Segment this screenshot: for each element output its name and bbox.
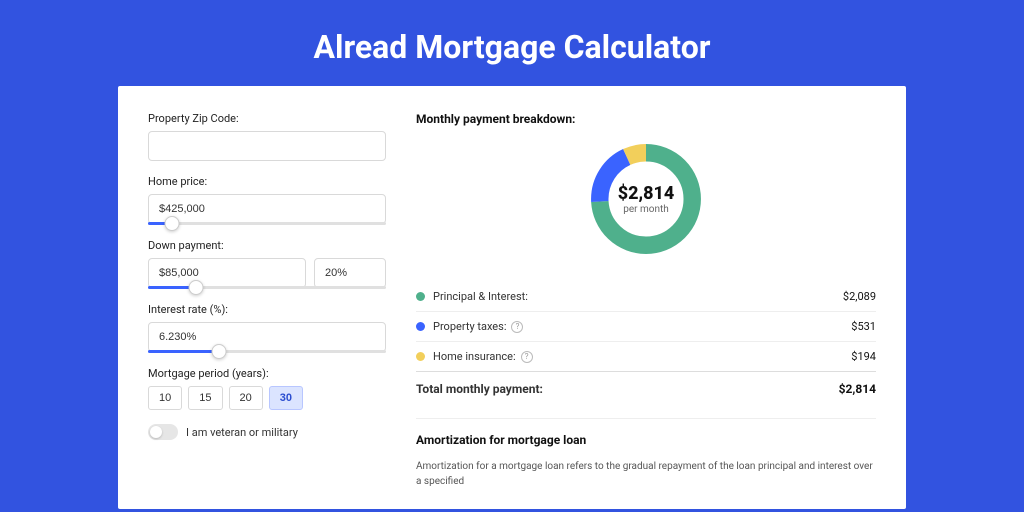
home-price-input[interactable] [148, 194, 386, 224]
period-option-10[interactable]: 10 [148, 386, 182, 410]
down-payment-input[interactable] [148, 258, 306, 288]
period-options: 1015 2030 [148, 386, 386, 410]
legend-dot [416, 292, 425, 301]
amortization-text: Amortization for a mortgage loan refers … [416, 459, 876, 489]
breakdown-row: Home insurance:?$194 [416, 342, 876, 371]
donut-chart: $2,814 per month [585, 138, 707, 260]
rate-input[interactable] [148, 322, 386, 352]
home-price-field: Home price: [148, 175, 386, 225]
page-title: Alread Mortgage Calculator [0, 0, 1024, 86]
inputs-column: Property Zip Code: Home price: Down paym… [148, 112, 386, 489]
rate-slider-thumb[interactable] [212, 344, 227, 359]
home-price-slider[interactable] [148, 222, 386, 225]
breakdown-value: $531 [851, 320, 876, 333]
info-icon[interactable]: ? [511, 321, 523, 333]
rate-slider[interactable] [148, 350, 386, 353]
breakdown-label-text: Home insurance: [433, 350, 516, 363]
home-price-slider-thumb[interactable] [164, 216, 179, 231]
info-icon[interactable]: ? [521, 351, 533, 363]
period-option-20[interactable]: 20 [229, 386, 263, 410]
breakdown-heading: Monthly payment breakdown: [416, 112, 876, 126]
breakdown-value: $194 [851, 350, 876, 363]
veteran-row: I am veteran or military [148, 424, 386, 440]
zip-input[interactable] [148, 131, 386, 161]
total-label: Total monthly payment: [416, 382, 839, 396]
breakdown-value: $2,089 [843, 290, 876, 303]
down-payment-slider[interactable] [148, 286, 386, 289]
veteran-toggle[interactable] [148, 424, 178, 440]
amortization-heading: Amortization for mortgage loan [416, 433, 876, 447]
donut-amount: $2,814 [618, 183, 675, 204]
breakdown-rows: Principal & Interest: $2,089 Property taxe… [416, 282, 876, 371]
period-option-30[interactable]: 30 [269, 386, 303, 410]
calculator-panel: Property Zip Code: Home price: Down paym… [118, 86, 906, 509]
rate-field: Interest rate (%): [148, 303, 386, 353]
donut-sublabel: per month [623, 204, 669, 215]
rate-label: Interest rate (%): [148, 303, 386, 316]
home-price-label: Home price: [148, 175, 386, 188]
breakdown-label: Principal & Interest: [433, 290, 843, 303]
donut-chart-wrap: $2,814 per month [416, 138, 876, 260]
legend-dot [416, 322, 425, 331]
rate-slider-fill [148, 350, 219, 353]
breakdown-row: Property taxes:?$531 [416, 312, 876, 342]
divider [416, 418, 876, 419]
donut-center: $2,814 per month [585, 138, 707, 260]
down-payment-label: Down payment: [148, 239, 386, 252]
down-payment-field: Down payment: [148, 239, 386, 289]
period-label: Mortgage period (years): [148, 367, 386, 380]
breakdown-label: Home insurance:? [433, 350, 851, 363]
down-payment-pct-input[interactable] [314, 258, 386, 288]
legend-dot [416, 352, 425, 361]
total-value: $2,814 [839, 382, 876, 396]
zip-label: Property Zip Code: [148, 112, 386, 125]
breakdown-label-text: Property taxes: [433, 320, 506, 333]
period-option-15[interactable]: 15 [188, 386, 222, 410]
breakdown-label: Property taxes:? [433, 320, 851, 333]
down-payment-slider-thumb[interactable] [188, 280, 203, 295]
zip-field: Property Zip Code: [148, 112, 386, 161]
breakdown-label-text: Principal & Interest: [433, 290, 528, 303]
period-field: Mortgage period (years): 1015 2030 [148, 367, 386, 410]
veteran-label: I am veteran or military [186, 426, 298, 439]
total-row: Total monthly payment: $2,814 [416, 371, 876, 410]
breakdown-row: Principal & Interest: $2,089 [416, 282, 876, 312]
breakdown-column: Monthly payment breakdown: $2,814 per mo… [416, 112, 876, 489]
